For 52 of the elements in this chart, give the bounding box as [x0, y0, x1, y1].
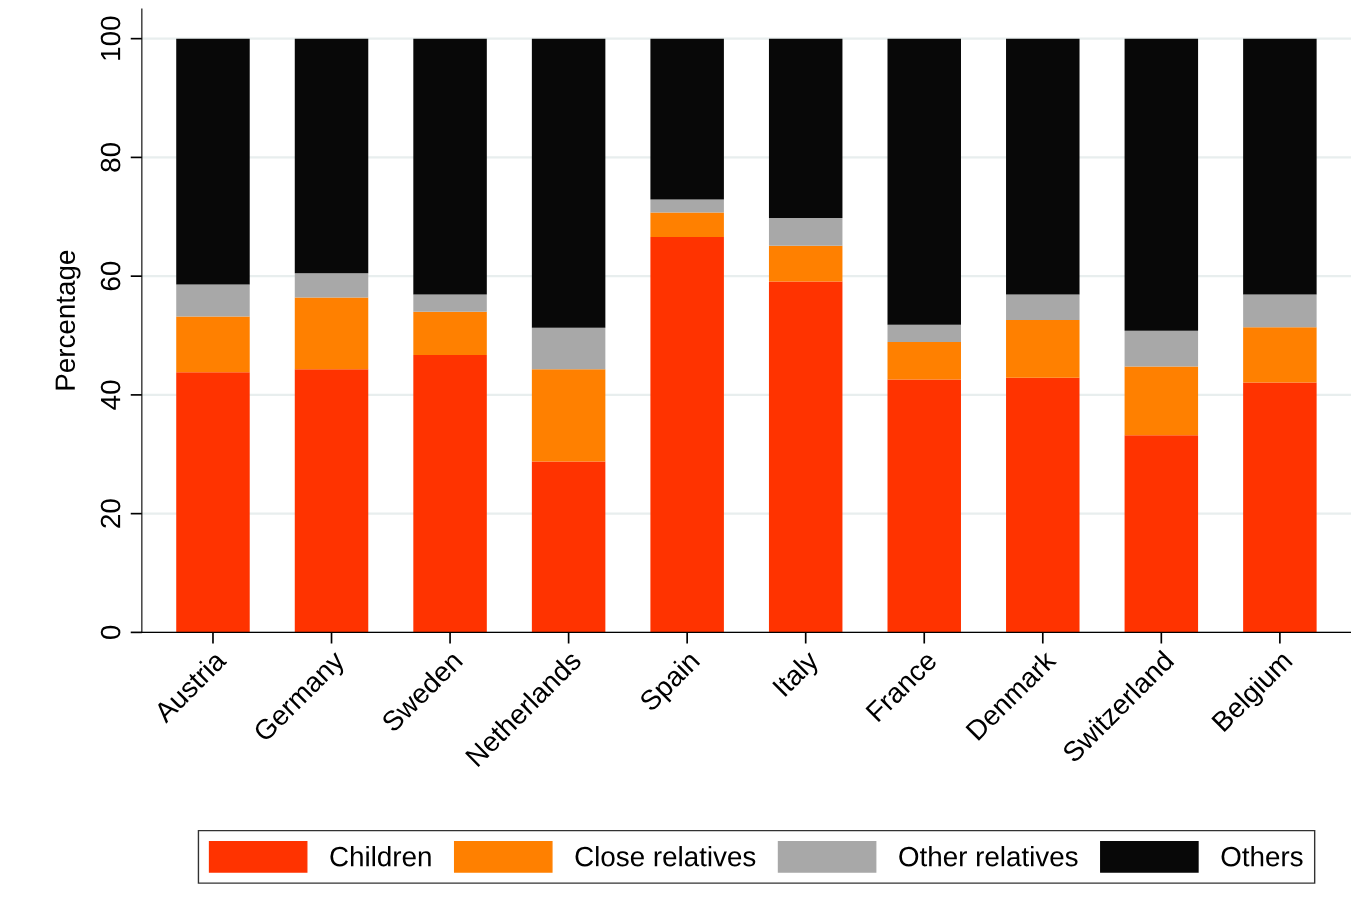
legend-label: Close relatives	[575, 846, 756, 867]
y-tick-label: 80	[100, 143, 121, 172]
x-tick-label: Italy	[771, 648, 824, 701]
bar	[531, 369, 606, 462]
bar	[413, 38, 487, 295]
bar	[176, 372, 250, 633]
bar	[294, 297, 369, 370]
bar	[1124, 38, 1199, 331]
bar	[1124, 330, 1199, 367]
bar	[176, 38, 250, 285]
bar	[1006, 320, 1080, 378]
bar	[650, 236, 724, 633]
y-tick-label: 0	[100, 625, 121, 640]
bar	[413, 311, 487, 356]
bar	[1006, 294, 1080, 321]
bar	[531, 38, 606, 328]
bar	[1006, 377, 1080, 633]
bar	[413, 294, 487, 312]
bar	[650, 38, 724, 200]
legend-label: Other relatives	[899, 846, 1078, 867]
bar	[887, 379, 961, 633]
bar	[1243, 327, 1317, 383]
bar	[650, 199, 724, 213]
bar	[768, 281, 843, 633]
bar	[768, 38, 843, 218]
y-tick-label: 40	[100, 380, 121, 410]
bar	[887, 342, 961, 380]
bar	[294, 369, 369, 633]
bar	[1243, 38, 1317, 295]
bar	[413, 355, 487, 633]
bar	[1124, 366, 1199, 436]
y-tick-label: 100	[100, 16, 121, 60]
bar	[887, 38, 961, 325]
bar	[887, 324, 961, 343]
bar	[294, 38, 369, 274]
bar	[1243, 382, 1317, 633]
bar	[1243, 294, 1317, 328]
bar	[176, 284, 250, 317]
bar	[650, 212, 724, 237]
y-tick-label: 60	[100, 261, 121, 291]
bar	[768, 245, 843, 282]
bar	[531, 327, 606, 370]
bar	[294, 273, 369, 298]
bar	[1124, 435, 1199, 633]
legend-label: Others	[1221, 846, 1303, 867]
bar	[531, 461, 606, 633]
bar	[768, 217, 843, 246]
y-tick-label: 20	[100, 499, 121, 528]
bar	[176, 316, 250, 373]
legend-label: Children	[330, 846, 431, 867]
bar	[1006, 38, 1080, 295]
y-axis-title: Percentage	[55, 250, 81, 390]
